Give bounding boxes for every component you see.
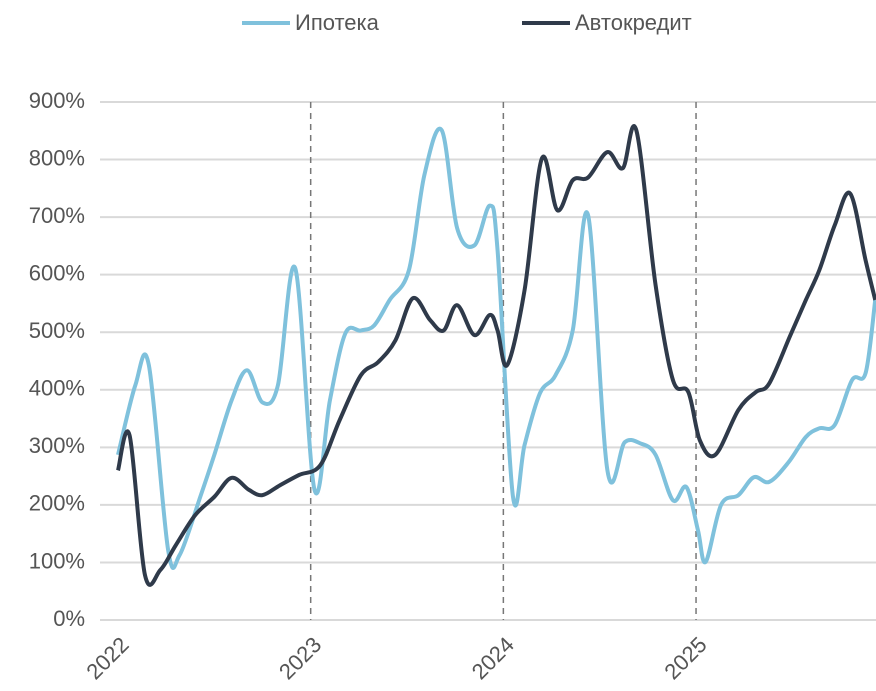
y-tick-label: 500% xyxy=(29,318,85,343)
x-tick-label: 2025 xyxy=(659,632,711,684)
y-tick-label: 800% xyxy=(29,145,85,170)
y-tick-label: 200% xyxy=(29,491,85,516)
plot-area xyxy=(116,124,876,587)
legend-label: Автокредит xyxy=(575,10,692,35)
line-series xyxy=(116,126,876,570)
y-tick-label: 600% xyxy=(29,260,85,285)
y-tick-label: 300% xyxy=(29,433,85,458)
y-tick-label: 400% xyxy=(29,376,85,401)
y-tick-label: 100% xyxy=(29,548,85,573)
x-tick-label: 2022 xyxy=(81,632,133,684)
y-tick-label: 0% xyxy=(53,606,85,631)
x-tick-label: 2023 xyxy=(274,632,326,684)
x-tick-label: 2024 xyxy=(467,632,519,684)
legend-label: Ипотека xyxy=(295,10,380,35)
line-series xyxy=(116,124,876,587)
y-tick-label: 900% xyxy=(29,88,85,113)
y-tick-label: 700% xyxy=(29,203,85,228)
